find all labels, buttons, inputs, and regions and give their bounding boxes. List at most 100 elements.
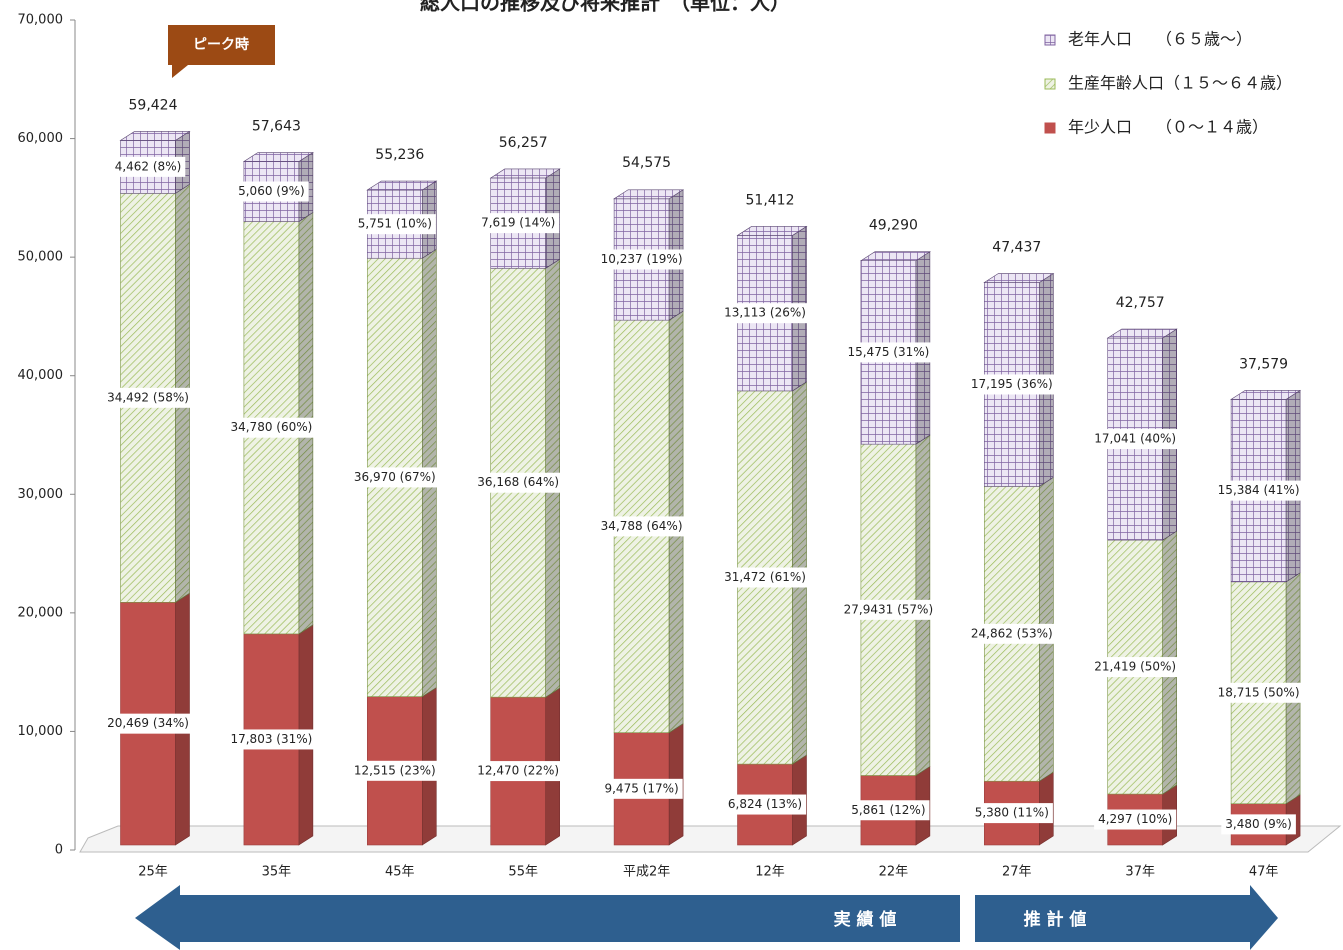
- label-bg: [1090, 657, 1181, 678]
- label-bg: [234, 181, 309, 202]
- x-tick-label: 37年: [1125, 865, 1155, 880]
- label-bg: [103, 713, 193, 734]
- data-label: 15,384 (41%): [1218, 483, 1300, 497]
- y-tick-label: 20,000: [18, 605, 64, 620]
- data-label: 4,297 (10%): [1098, 812, 1172, 826]
- data-label: 27,9431 (57%): [844, 602, 933, 616]
- x-tick-label: 55年: [508, 865, 538, 880]
- peak-callout: ピーク時: [168, 25, 275, 78]
- label-bg: [720, 303, 810, 324]
- right-arrow: [975, 885, 1278, 950]
- total-label: 51,412: [746, 192, 795, 208]
- bar-top: [859, 251, 931, 261]
- data-label: 7,619 (14%): [481, 216, 555, 230]
- label-bg: [966, 374, 1057, 395]
- data-label: 13,113 (26%): [724, 306, 806, 320]
- label-bg: [103, 387, 193, 408]
- data-label: 17,803 (31%): [230, 732, 312, 746]
- label-bg: [477, 213, 560, 234]
- total-label: 42,757: [1116, 295, 1165, 311]
- total-label: 55,236: [375, 147, 424, 163]
- bar-top: [366, 180, 438, 191]
- data-label: 18,715 (50%): [1218, 685, 1300, 699]
- label-bg: [970, 803, 1053, 824]
- label-bg: [226, 417, 317, 438]
- data-label: 20,469 (34%): [107, 716, 189, 730]
- x-tick-label: 25年: [138, 865, 168, 880]
- data-label: 5,861 (12%): [851, 803, 925, 817]
- label-bg: [226, 729, 317, 750]
- x-tick-label: 27年: [1002, 865, 1032, 880]
- annotation: ピーク時: [193, 36, 249, 53]
- data-label: 36,168 (64%): [477, 475, 559, 489]
- data-label: 9,475 (17%): [604, 781, 678, 795]
- total-label: 37,579: [1239, 356, 1288, 372]
- legend-swatch: [1044, 78, 1056, 90]
- label-bg: [596, 249, 687, 270]
- label-bg: [349, 467, 440, 488]
- arrow-label: 推 計 値: [1024, 909, 1087, 930]
- legend-label: 年少人口 （０～１４歳）: [1068, 118, 1268, 137]
- y-tick-label: 10,000: [18, 724, 64, 739]
- y-tick-label: 0: [55, 843, 63, 858]
- data-label: 21,419 (50%): [1094, 660, 1176, 674]
- data-label: 15,475 (31%): [847, 345, 929, 359]
- label-bg: [600, 778, 683, 799]
- arrows: 実 績 値 推 計 値: [135, 885, 1278, 950]
- bar-top: [242, 152, 314, 162]
- x-tick-label: 22年: [879, 865, 909, 880]
- data-label: 12,515 (23%): [354, 763, 436, 777]
- label-bg: [349, 760, 440, 781]
- y-tick-label: 60,000: [18, 131, 64, 146]
- bar-top: [1106, 328, 1178, 339]
- arrow-label: 実 績 値: [834, 909, 897, 930]
- label-bg: [353, 214, 436, 235]
- data-label: 5,380 (11%): [975, 806, 1049, 820]
- label-bg: [839, 599, 938, 620]
- label-bg: [1090, 429, 1181, 450]
- x-tick-label: 47年: [1249, 865, 1279, 880]
- bar-top: [119, 131, 191, 141]
- total-label: 59,424: [129, 97, 178, 113]
- data-label: 31,472 (61%): [724, 570, 806, 584]
- data-label: 34,780 (60%): [230, 420, 312, 434]
- label-bg: [720, 567, 810, 588]
- data-label: 5,060 (9%): [238, 184, 305, 198]
- chart-title: 総人口の推移及び将来推計 （単位：人）: [420, 0, 790, 15]
- label-bg: [723, 794, 807, 815]
- legend-swatch: [1044, 122, 1056, 134]
- label-bg: [473, 472, 564, 493]
- data-label: 34,788 (64%): [601, 519, 683, 533]
- label-bg: [966, 623, 1057, 644]
- bar-top: [489, 168, 561, 179]
- x-tick-label: 35年: [262, 865, 292, 880]
- label-bg: [1213, 682, 1304, 703]
- y-tick-label: 70,000: [18, 13, 64, 28]
- data-label: 5,751 (10%): [358, 217, 432, 231]
- data-label: 6,824 (13%): [728, 797, 802, 811]
- data-label: 10,237 (19%): [601, 252, 683, 266]
- bar-top: [736, 226, 808, 236]
- bar-segment: [120, 592, 190, 846]
- data-label: 4,462 (8%): [115, 159, 182, 173]
- legend-label: 生産年齢人口（１５～６４歳）: [1068, 74, 1292, 93]
- data-label: 24,862 (53%): [971, 626, 1053, 640]
- data-label: 3,480 (9%): [1225, 817, 1292, 831]
- label-bg: [1094, 809, 1177, 830]
- bar-top: [613, 189, 685, 200]
- y-tick-label: 50,000: [18, 250, 64, 265]
- total-label: 57,643: [252, 119, 301, 135]
- label-bg: [473, 761, 564, 782]
- label-bg: [596, 516, 687, 537]
- bar-top: [1230, 390, 1302, 400]
- left-arrow: [135, 885, 960, 950]
- total-label: 49,290: [869, 218, 918, 234]
- total-label: 56,257: [499, 135, 548, 151]
- label-bg: [110, 156, 186, 177]
- label-bg: [1221, 814, 1296, 835]
- data-label: 34,492 (58%): [107, 390, 189, 404]
- label-bg: [843, 342, 934, 363]
- total-label: 54,575: [622, 155, 671, 171]
- data-label: 12,470 (22%): [477, 764, 559, 778]
